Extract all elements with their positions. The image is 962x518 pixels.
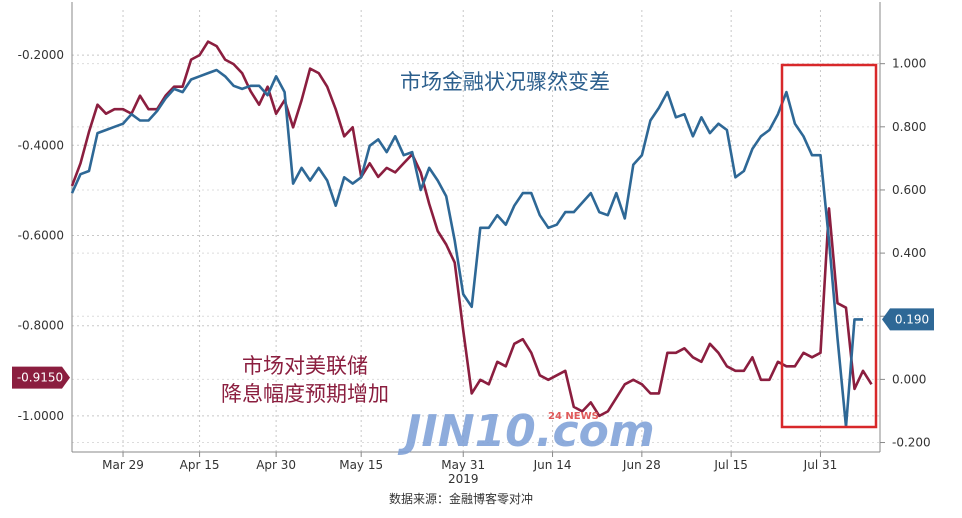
left-end-tag-label: -0.9150: [17, 371, 63, 385]
left-end-tag: [12, 366, 70, 389]
x-tick-label: Apr 30: [256, 458, 296, 472]
y-left-tick-label: -0.6000: [18, 229, 64, 243]
y-left-tick-label: -0.2000: [18, 48, 64, 62]
y-right-tick-label: 0.800: [892, 120, 926, 134]
x-tick-label: Jul 31: [803, 458, 838, 472]
x-year-label: 2019: [448, 472, 479, 486]
series-line-left: [70, 40, 873, 418]
y-right-tick-label: 0.400: [892, 246, 926, 260]
label-layer: -0.2000 -0.4000 -0.6000 -0.8000 -1.0000 1.000…: [12, 48, 934, 486]
y-right-tick-label: 0.600: [892, 183, 926, 197]
y-right-tick-label: -0.200: [892, 436, 931, 450]
right-end-tag: [882, 308, 934, 331]
y-right-tick-label: 1.000: [892, 57, 926, 71]
right-end-tag-label: 0.190: [895, 312, 929, 326]
x-tick-label: May 15: [339, 458, 383, 472]
x-tick-label: Jun 14: [533, 458, 572, 472]
grid-layer: [72, 10, 880, 452]
annotation-bottom-line-1: 市场对美联储: [242, 354, 368, 378]
watermark-badge: 24 NEWS: [548, 411, 599, 422]
series-line-right: [70, 68, 863, 428]
highlight-box: [780, 63, 878, 429]
watermark-logo: JIN10.com: [397, 406, 655, 457]
y-left-tick-label: -0.8000: [18, 319, 64, 333]
annotation-bottom-line-2: 降息幅度预期增加: [221, 382, 389, 406]
x-tick-label: May 31: [441, 458, 485, 472]
source-note: 数据来源：金融博客零对冲: [389, 491, 533, 506]
annotation-top: 市场金融状况骤然变差: [400, 70, 610, 94]
axis-layer: [71, 2, 885, 457]
x-tick-label: Apr 15: [180, 458, 220, 472]
y-right-tick-label: 0.000: [892, 372, 926, 386]
series-layer: [70, 40, 873, 428]
x-tick-label: Jun 28: [622, 458, 661, 472]
y-left-tick-label: -1.0000: [18, 409, 64, 423]
x-tick-label: Mar 29: [102, 458, 144, 472]
y-left-tick-label: -0.4000: [18, 138, 64, 152]
x-tick-label: Jul 15: [713, 458, 748, 472]
